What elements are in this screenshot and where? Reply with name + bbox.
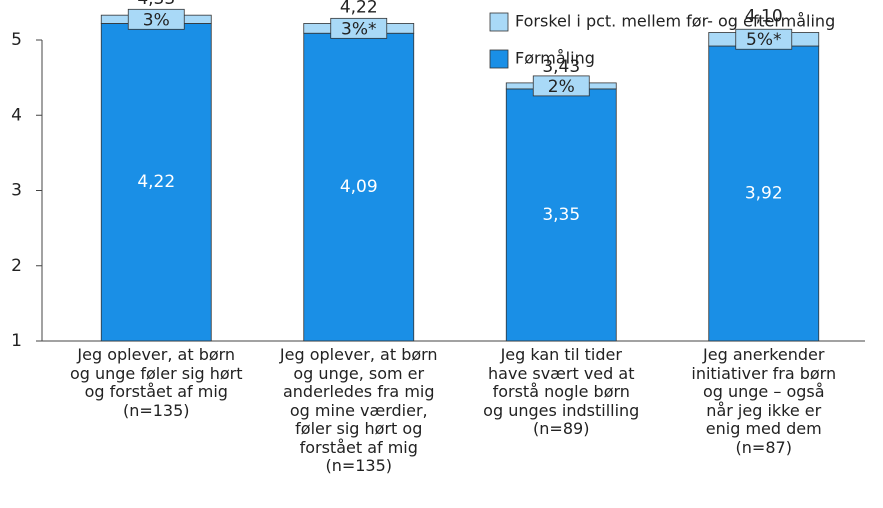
total-label: 3,43 xyxy=(542,57,580,77)
x-tick-label: Jeg oplever, at børn og unge føler sig h… xyxy=(69,345,243,420)
segment-label-box xyxy=(127,8,185,30)
value-label: 4,22 xyxy=(137,172,175,192)
bar-segment xyxy=(303,32,415,342)
legend-swatch xyxy=(489,49,509,69)
x-tick-label: Jeg anerkender initiativer fra børn og u… xyxy=(691,345,837,457)
x-tick-label: Jeg oplever, at børn og unge, som er and… xyxy=(279,345,438,475)
segment-label: 3%* xyxy=(341,19,376,39)
x-tick-label: Jeg kan til tider have svært ved at fors… xyxy=(483,345,640,438)
legend-label: Førmåling xyxy=(515,49,595,68)
bar-segment xyxy=(708,45,820,342)
value-label: 3,35 xyxy=(542,205,580,225)
segment-label-box xyxy=(330,17,388,39)
legend-label: Forskel i pct. mellem før- og eftermålin… xyxy=(515,12,835,31)
segment-label: 3% xyxy=(143,10,170,30)
total-label: 4,10 xyxy=(745,6,783,26)
y-tick-label: 5 xyxy=(11,30,22,50)
total-label: 4,22 xyxy=(340,0,378,17)
y-tick-label: 2 xyxy=(11,256,22,276)
y-tick-label: 3 xyxy=(11,181,22,201)
segment-label: 2% xyxy=(548,77,575,97)
segment-label: 5%* xyxy=(746,30,781,50)
y-tick-label: 4 xyxy=(11,105,22,125)
value-label: 3,92 xyxy=(745,184,783,204)
total-label: 4,33 xyxy=(137,0,175,9)
y-tick-label: 1 xyxy=(11,331,22,351)
value-label: 4,09 xyxy=(340,177,378,197)
legend-swatch xyxy=(489,12,509,32)
bar-segment xyxy=(505,88,617,342)
segment-label-box xyxy=(735,28,793,50)
segment-label-box xyxy=(532,75,590,97)
